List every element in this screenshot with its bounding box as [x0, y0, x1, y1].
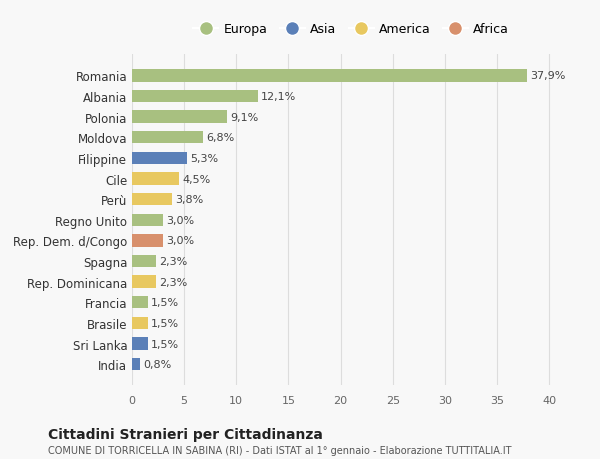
Text: 3,0%: 3,0% [166, 236, 194, 246]
Bar [132, 255, 156, 268]
Text: 1,5%: 1,5% [151, 339, 179, 349]
Text: 2,3%: 2,3% [159, 277, 187, 287]
Bar [132, 91, 258, 103]
Text: 3,8%: 3,8% [175, 195, 203, 205]
Bar [132, 276, 156, 288]
Text: 5,3%: 5,3% [190, 154, 218, 163]
Text: 1,5%: 1,5% [151, 297, 179, 308]
Text: 3,0%: 3,0% [166, 215, 194, 225]
Text: Cittadini Stranieri per Cittadinanza: Cittadini Stranieri per Cittadinanza [48, 427, 323, 441]
Bar [132, 317, 148, 330]
Text: 1,5%: 1,5% [151, 318, 179, 328]
Bar [132, 173, 179, 185]
Text: 0,8%: 0,8% [143, 359, 172, 369]
Bar [132, 70, 527, 83]
Text: 2,3%: 2,3% [159, 257, 187, 267]
Text: 6,8%: 6,8% [206, 133, 234, 143]
Bar [132, 358, 140, 370]
Legend: Europa, Asia, America, Africa: Europa, Asia, America, Africa [188, 18, 514, 41]
Bar [132, 235, 163, 247]
Bar [132, 338, 148, 350]
Bar [132, 214, 163, 226]
Text: 37,9%: 37,9% [530, 71, 566, 81]
Text: 12,1%: 12,1% [262, 92, 296, 102]
Bar [132, 297, 148, 309]
Bar [132, 132, 203, 144]
Text: COMUNE DI TORRICELLA IN SABINA (RI) - Dati ISTAT al 1° gennaio - Elaborazione TU: COMUNE DI TORRICELLA IN SABINA (RI) - Da… [48, 445, 511, 455]
Text: 9,1%: 9,1% [230, 112, 258, 123]
Text: 4,5%: 4,5% [182, 174, 211, 184]
Bar [132, 152, 187, 165]
Bar [132, 111, 227, 123]
Bar [132, 194, 172, 206]
